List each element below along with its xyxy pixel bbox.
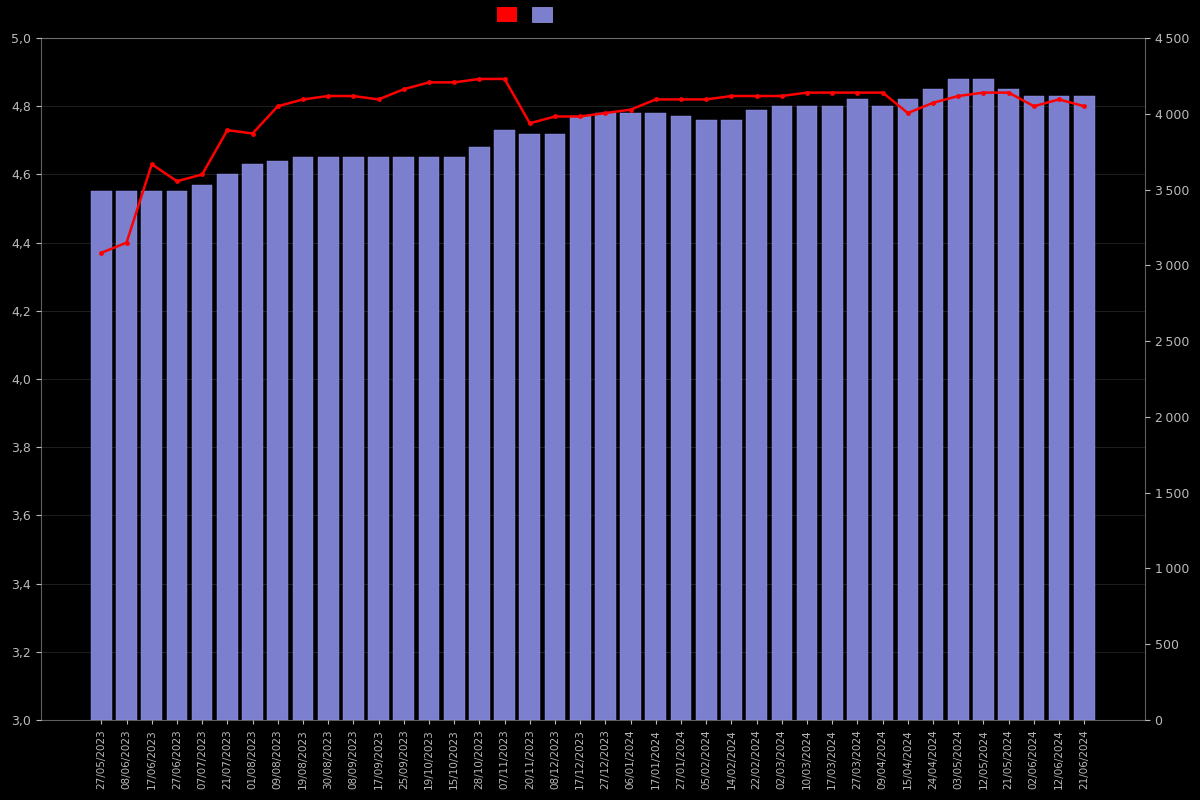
Bar [217, 174, 238, 720]
Bar [923, 89, 943, 720]
Bar [1024, 96, 1044, 720]
Bar [998, 89, 1019, 720]
Bar [494, 130, 515, 720]
Bar [646, 113, 666, 720]
Bar [167, 191, 187, 720]
Bar [368, 158, 389, 720]
Bar [671, 117, 691, 720]
Bar [394, 158, 414, 720]
Bar [822, 106, 842, 720]
Bar [444, 158, 464, 720]
Legend: , : , [498, 7, 556, 22]
Bar [142, 191, 162, 720]
Bar [620, 113, 641, 720]
Bar [973, 79, 994, 720]
Bar [91, 191, 112, 720]
Bar [570, 117, 590, 720]
Bar [520, 134, 540, 720]
Bar [268, 161, 288, 720]
Bar [419, 158, 439, 720]
Bar [948, 79, 968, 720]
Bar [772, 106, 792, 720]
Bar [242, 164, 263, 720]
Bar [898, 99, 918, 720]
Bar [797, 106, 817, 720]
Bar [872, 106, 893, 720]
Bar [293, 158, 313, 720]
Bar [192, 185, 212, 720]
Bar [116, 191, 137, 720]
Bar [469, 147, 490, 720]
Bar [1049, 96, 1069, 720]
Bar [696, 120, 716, 720]
Bar [847, 99, 868, 720]
Bar [595, 113, 616, 720]
Bar [1074, 96, 1094, 720]
Bar [721, 120, 742, 720]
Bar [343, 158, 364, 720]
Bar [318, 158, 338, 720]
Bar [746, 110, 767, 720]
Bar [545, 134, 565, 720]
